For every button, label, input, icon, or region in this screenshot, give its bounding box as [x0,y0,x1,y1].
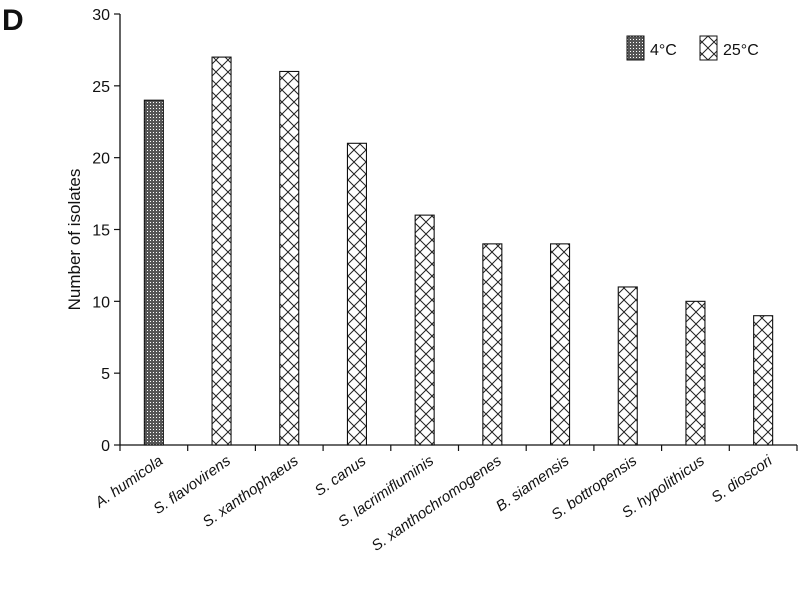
y-tick-label: 25 [92,79,110,96]
legend: 4°C 25°C [626,35,759,61]
legend-label: 25°C [723,42,759,59]
bars [143,56,774,446]
bar [685,300,706,446]
y-axis-label: Number of isolates [65,169,84,311]
legend-swatch [626,35,645,61]
bar [143,99,164,446]
bar [753,315,774,446]
y-tick-label: 10 [92,294,110,311]
y-tick-label: 5 [101,366,110,383]
x-tick-label: S. dioscori [708,452,776,506]
bar [414,214,435,446]
y-tick-label: 0 [101,438,110,455]
bar [549,243,571,446]
bar [211,56,232,446]
y-tick-label: 30 [92,7,110,24]
legend-swatch [699,35,718,61]
y-tick-label: 20 [92,151,110,168]
legend-label: 4°C [650,42,677,59]
bar [279,70,300,446]
bar [346,142,368,446]
x-tick-label: S. xanthochromogenes [369,452,506,555]
x-tick-label: S. canus [312,452,370,500]
bar [617,286,638,446]
y-tick-label: 15 [92,223,110,240]
bar [482,243,503,446]
panel-label: D [2,4,24,37]
